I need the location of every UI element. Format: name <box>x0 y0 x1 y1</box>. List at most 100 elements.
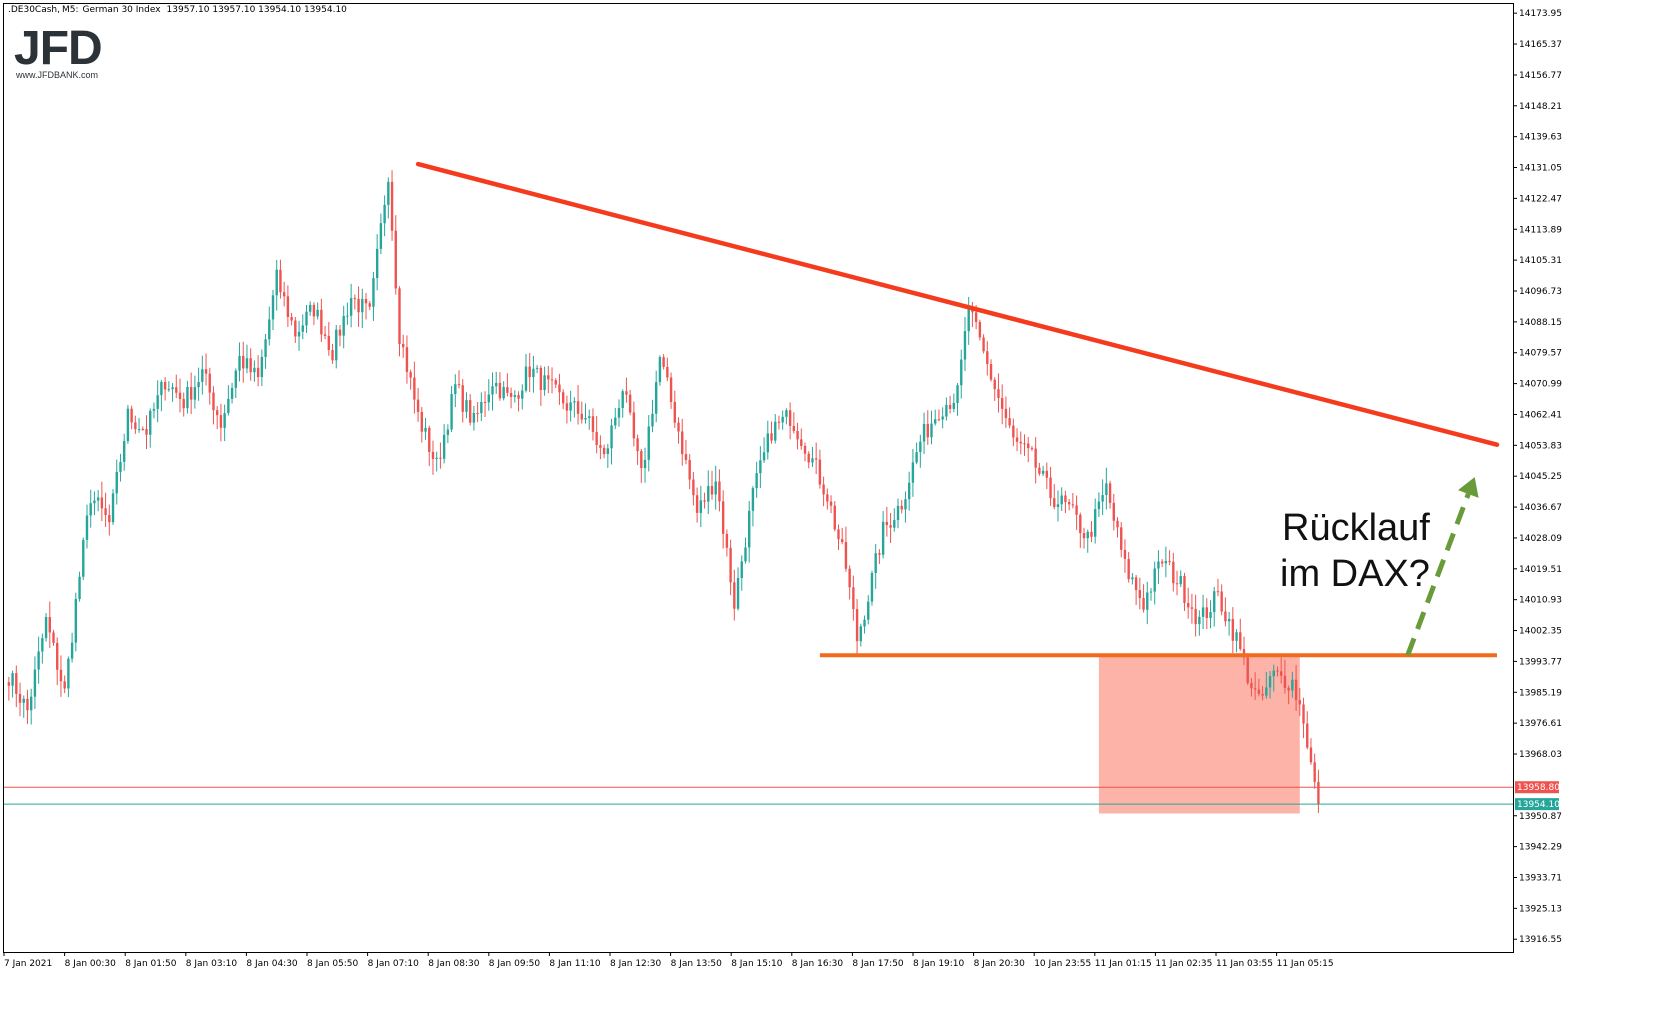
bull-candle <box>1056 504 1060 508</box>
x-tick-label: 8 Jan 03:10 <box>186 959 238 969</box>
bull-candle <box>375 248 379 279</box>
bull-candle <box>699 500 703 513</box>
bear-candle <box>420 411 424 432</box>
x-tick-label: 8 Jan 17:50 <box>852 959 904 969</box>
bear-candle <box>878 553 881 555</box>
bear-candle <box>1246 657 1249 684</box>
bear-candle <box>100 497 104 509</box>
bear-candle <box>721 501 725 534</box>
bear-candle <box>580 413 583 420</box>
bull-candle <box>945 404 948 417</box>
bull-candle <box>85 515 89 540</box>
y-tick-label: 14019.51 <box>1519 565 1562 575</box>
bear-candle <box>48 617 51 633</box>
bull-candle <box>383 204 386 224</box>
bear-candle <box>1168 560 1171 562</box>
bull-candle <box>524 366 528 391</box>
bear-candle <box>134 422 137 430</box>
bear-candle <box>219 415 223 428</box>
bear-candle <box>885 521 889 526</box>
bull-candle <box>922 423 926 442</box>
bear-candle <box>1261 693 1264 696</box>
bear-candle <box>1000 398 1004 409</box>
bull-candle <box>893 520 896 528</box>
bear-candle <box>844 541 848 569</box>
bull-candle <box>755 473 758 489</box>
x-tick-label: 8 Jan 00:30 <box>65 959 117 969</box>
x-tick-label: 8 Jan 08:30 <box>428 959 480 969</box>
bull-candle <box>22 698 25 703</box>
x-tick-label: 8 Jan 15:10 <box>731 959 783 969</box>
bull-candle <box>747 510 751 548</box>
bull-candle <box>480 401 483 414</box>
bull-candle <box>495 382 498 387</box>
y-tick-label: 14036.67 <box>1519 503 1562 513</box>
bull-candle <box>1164 560 1168 564</box>
chart-header: .DE30Cash, M5: German 30 Index 13957.10 139… <box>8 5 347 15</box>
bear-candle <box>818 459 822 485</box>
bull-candle <box>870 572 874 602</box>
bear-candle <box>1049 477 1052 499</box>
bull-candle <box>119 461 122 472</box>
bull-candle <box>785 410 788 417</box>
y-tick-label: 14002.35 <box>1519 627 1562 637</box>
bear-candle <box>937 419 941 421</box>
bear-candle <box>1205 607 1208 618</box>
bear-candle <box>1064 495 1067 503</box>
bull-candle <box>465 400 468 412</box>
bear-candle <box>1283 675 1287 688</box>
bull-candle <box>197 381 200 388</box>
bull-candle <box>930 423 933 438</box>
rebound-arrow-shaft <box>1405 493 1471 657</box>
bear-candle <box>1116 520 1119 528</box>
bear-candle <box>364 298 368 304</box>
bear-candle <box>1067 502 1071 505</box>
bear-candle <box>1276 670 1279 672</box>
bear-candle <box>413 377 416 400</box>
bull-candle <box>751 488 755 511</box>
bear-candle <box>1008 418 1011 426</box>
logo-wordmark: JFD <box>14 22 102 75</box>
bull-candle <box>919 441 922 453</box>
bull-candle <box>874 553 877 573</box>
bull-candle <box>911 462 915 483</box>
y-tick-label: 13942.29 <box>1519 843 1562 853</box>
bear-candle <box>826 494 829 502</box>
bull-candle <box>152 408 156 411</box>
x-tick-label: 8 Jan 09:50 <box>489 959 541 969</box>
bull-candle <box>588 416 591 418</box>
bear-candle <box>1280 671 1283 676</box>
bear-candle <box>1045 470 1049 478</box>
bull-candle <box>372 278 375 307</box>
bull-candle <box>96 497 100 501</box>
bear-candle <box>461 385 464 412</box>
bear-candle <box>1023 443 1026 445</box>
bear-candle <box>788 410 792 426</box>
bull-candle <box>491 386 494 395</box>
bull-candle <box>766 433 770 453</box>
bear-candle <box>428 427 431 452</box>
bear-candle <box>439 457 442 459</box>
y-tick-label: 14045.25 <box>1519 472 1562 482</box>
bear-candle <box>625 391 628 395</box>
bear-candle <box>986 351 989 365</box>
bear-candle <box>1186 602 1190 608</box>
bear-candle <box>1075 505 1078 515</box>
annotation-line2: im DAX? <box>1280 553 1430 595</box>
bull-candle <box>260 356 264 378</box>
bear-candle <box>509 392 513 397</box>
bear-candle <box>565 403 569 411</box>
bear-candle <box>405 347 409 373</box>
bull-candle <box>387 181 390 205</box>
bull-candle <box>1291 679 1294 691</box>
bear-candle <box>279 269 282 293</box>
bear-candle <box>1160 561 1164 564</box>
bear-candle <box>1120 527 1123 550</box>
bull-candle <box>532 368 535 378</box>
bull-candle <box>1227 618 1231 622</box>
bull-candle <box>744 547 747 562</box>
bear-candle <box>7 682 11 686</box>
bear-candle <box>290 316 293 321</box>
